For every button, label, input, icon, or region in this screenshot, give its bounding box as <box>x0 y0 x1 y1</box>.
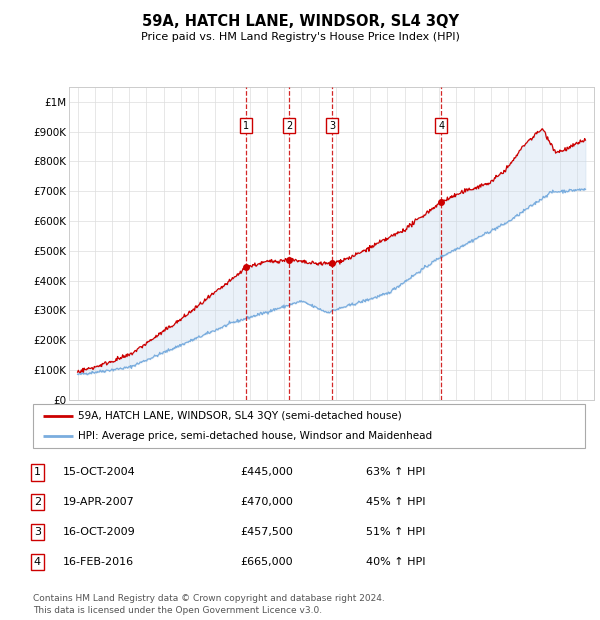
Text: £470,000: £470,000 <box>240 497 293 507</box>
Text: HPI: Average price, semi-detached house, Windsor and Maidenhead: HPI: Average price, semi-detached house,… <box>78 432 433 441</box>
Text: 3: 3 <box>34 527 41 537</box>
Text: 45% ↑ HPI: 45% ↑ HPI <box>366 497 425 507</box>
Text: 3: 3 <box>329 120 335 131</box>
Text: 63% ↑ HPI: 63% ↑ HPI <box>366 467 425 477</box>
Text: 2: 2 <box>34 497 41 507</box>
Text: 1: 1 <box>34 467 41 477</box>
Text: £665,000: £665,000 <box>240 557 293 567</box>
Text: 51% ↑ HPI: 51% ↑ HPI <box>366 527 425 537</box>
Text: 16-FEB-2016: 16-FEB-2016 <box>63 557 134 567</box>
Text: 1: 1 <box>243 120 249 131</box>
Text: 4: 4 <box>438 120 444 131</box>
Text: 4: 4 <box>34 557 41 567</box>
FancyBboxPatch shape <box>33 404 585 448</box>
Text: £457,500: £457,500 <box>240 527 293 537</box>
Text: Contains HM Land Registry data © Crown copyright and database right 2024.
This d: Contains HM Land Registry data © Crown c… <box>33 594 385 615</box>
Text: 40% ↑ HPI: 40% ↑ HPI <box>366 557 425 567</box>
Text: 2: 2 <box>286 120 292 131</box>
Text: 19-APR-2007: 19-APR-2007 <box>63 497 135 507</box>
Text: 15-OCT-2004: 15-OCT-2004 <box>63 467 136 477</box>
Text: 59A, HATCH LANE, WINDSOR, SL4 3QY (semi-detached house): 59A, HATCH LANE, WINDSOR, SL4 3QY (semi-… <box>78 410 402 420</box>
Text: 59A, HATCH LANE, WINDSOR, SL4 3QY: 59A, HATCH LANE, WINDSOR, SL4 3QY <box>142 14 458 29</box>
Text: £445,000: £445,000 <box>240 467 293 477</box>
Text: Price paid vs. HM Land Registry's House Price Index (HPI): Price paid vs. HM Land Registry's House … <box>140 32 460 42</box>
Text: 16-OCT-2009: 16-OCT-2009 <box>63 527 136 537</box>
